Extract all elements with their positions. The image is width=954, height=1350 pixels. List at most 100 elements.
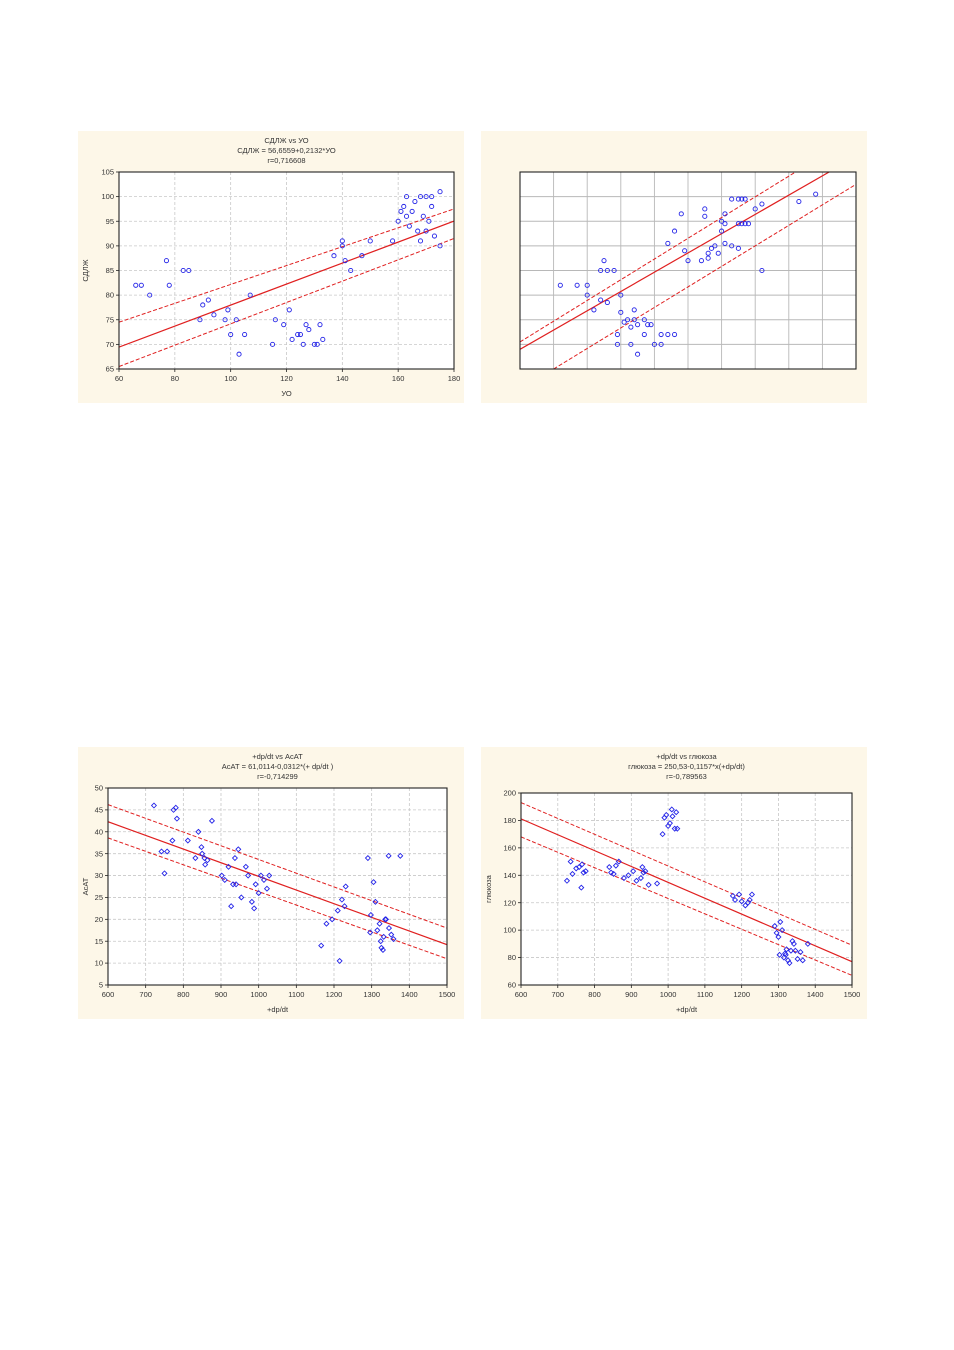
data-point [796, 199, 802, 205]
chart-svg: 600 700 800 900 1000 1100 1200 1300 1400 1500 5 10 1… [81, 752, 455, 1014]
x-tick-label: 1100 [697, 990, 713, 999]
data-point [423, 194, 429, 200]
y-tick-label: 10 [95, 959, 103, 968]
y-tick-label: 20 [95, 915, 103, 924]
data-point [211, 312, 217, 318]
data-point [180, 267, 186, 274]
data-point [385, 925, 393, 932]
data-point [576, 864, 583, 871]
chart-svg: 60 80 100 120 140 160 180 65 70 75 80 85 90 95 100 105 С… [81, 136, 461, 398]
data-point [678, 211, 684, 217]
data-point [804, 940, 811, 947]
data-point [184, 837, 191, 844]
data-point [715, 250, 721, 256]
data-point [584, 282, 590, 288]
data-point [639, 864, 646, 871]
data-point [429, 203, 435, 210]
data-point [658, 331, 664, 338]
data-point [702, 213, 708, 219]
data-point [311, 341, 317, 347]
data-point [748, 891, 756, 898]
data-point [630, 868, 637, 875]
data-point [437, 189, 443, 195]
data-point [729, 196, 735, 202]
data-point [417, 238, 424, 244]
y-tick-label: 40 [95, 827, 103, 836]
data-point [342, 258, 348, 264]
data-point [641, 317, 647, 323]
data-point [431, 233, 438, 239]
data-point [574, 282, 580, 288]
data-point [401, 203, 407, 210]
x-tick-label: 600 [515, 990, 528, 999]
data-point [584, 292, 590, 298]
data-point [169, 837, 176, 844]
y-tick-label: 100 [503, 926, 516, 935]
confidence-band-upper [108, 804, 447, 929]
data-point [672, 228, 678, 234]
data-point [329, 916, 336, 923]
data-point [380, 933, 387, 940]
confidence-band-upper [119, 208, 454, 323]
data-point [323, 920, 330, 927]
data-point [257, 872, 264, 879]
data-point [745, 221, 752, 227]
data-point [348, 267, 354, 274]
y-tick-label: 100 [101, 192, 114, 201]
data-point [563, 877, 571, 884]
data-point [759, 267, 765, 274]
data-point [606, 864, 613, 871]
data-point [673, 809, 680, 816]
data-point [235, 846, 242, 853]
data-point [403, 194, 410, 200]
data-point [776, 951, 783, 958]
data-point [359, 253, 365, 259]
data-point [608, 869, 615, 876]
x-tick-label: 180 [448, 374, 461, 383]
data-point [208, 817, 215, 824]
data-point [186, 267, 192, 274]
y-tick-label: 90 [106, 241, 114, 250]
data-point [631, 317, 637, 323]
data-point [260, 876, 267, 883]
data-point [412, 199, 418, 205]
data-point [722, 221, 728, 227]
data-point [409, 208, 415, 214]
data-point [698, 258, 704, 264]
y-tick-label: 140 [503, 871, 516, 880]
data-point [338, 896, 345, 903]
data-point [242, 863, 249, 870]
y-axis-label: глюкоза [484, 874, 493, 902]
data-point [598, 297, 604, 303]
data-point [300, 341, 306, 347]
x-tick-label: 1100 [288, 990, 304, 999]
data-point [248, 898, 255, 905]
data-point [611, 267, 617, 274]
data-point [746, 896, 753, 904]
data-point [674, 825, 681, 832]
data-point [195, 828, 202, 835]
data-point [792, 947, 799, 954]
data-point [390, 238, 396, 244]
data-point [377, 938, 384, 945]
data-point [620, 874, 628, 882]
y-tick-label: 160 [503, 843, 516, 852]
data-point [601, 258, 607, 264]
data-point [628, 341, 634, 347]
x-tick-label: 1300 [770, 990, 787, 999]
data-point [339, 238, 345, 244]
data-point [642, 868, 649, 875]
data-point [201, 855, 208, 862]
fit-group [521, 802, 852, 976]
data-point [297, 331, 304, 338]
y-tick-label: 95 [106, 217, 114, 226]
data-point [708, 245, 715, 251]
data-point [266, 872, 273, 879]
chart-dpdt-vs-glucose: 600 700 800 900 1000 1100 1200 1300 1400 1500 60 80… [481, 747, 867, 1019]
data-point [787, 947, 794, 954]
correlation-label: r=-0,789563 [666, 772, 707, 781]
y-tick-label: 200 [503, 789, 516, 798]
data-point [306, 327, 312, 333]
data-point [417, 194, 424, 200]
data-point [202, 861, 209, 868]
